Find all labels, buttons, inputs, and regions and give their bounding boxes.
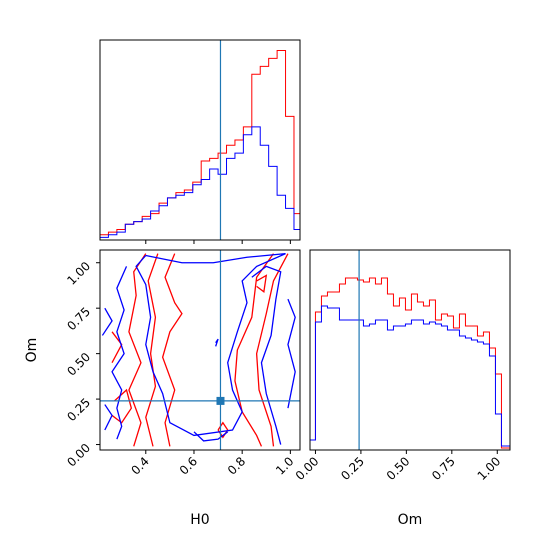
h0-x-tick-label: 0.6 [177, 454, 200, 477]
red-contour-8 [256, 274, 268, 293]
om-x-tick-label: 0.75 [429, 454, 458, 483]
red-contour-5 [111, 331, 123, 364]
blue-contour-0 [135, 252, 286, 437]
red-contour-0 [128, 253, 147, 447]
x-axis-label-h0: H0 [190, 512, 209, 528]
om-y-tick-label: 0.25 [64, 395, 93, 424]
om-x-tick-label: 1.00 [475, 454, 504, 483]
blue-contour-3 [104, 404, 113, 431]
h0-om-frame [99, 249, 301, 451]
red-contour-1 [145, 253, 159, 447]
red-contour-3 [234, 253, 275, 447]
h0-x-tick-label: 0.8 [225, 454, 248, 477]
red-contour-2 [161, 253, 183, 447]
x-axis-label-om: Om [398, 512, 423, 528]
red-contour-4 [255, 253, 289, 447]
om-marginal-frame [309, 249, 511, 451]
blue-contour-5 [287, 298, 296, 409]
om-y-tick-label: 0.75 [64, 304, 93, 333]
y-axis-label-om: Om [24, 338, 40, 363]
om-y-tick-label: 0.50 [64, 350, 93, 379]
h0-x-tick-label: 0.4 [129, 454, 152, 477]
blue-om-histogram [310, 305, 510, 450]
h0-om-contour-panel: 0.4 0.6 0.8 1.00.000.250.500.751.00 H0 Om [24, 249, 301, 528]
h0-marginal-panel [99, 39, 301, 244]
om-x-tick-label: 0.50 [384, 454, 413, 483]
om-y-tick-label: 1.00 [64, 259, 93, 288]
blue-contour-1 [111, 266, 128, 440]
blue-contour-7 [193, 431, 229, 442]
red-contour-6 [111, 388, 133, 424]
om-marginal-panel: 0.00 0.25 0.50 0.75 1.00 Om [293, 249, 511, 528]
truth-marker [216, 396, 225, 405]
h0-marginal-frame [99, 39, 301, 241]
red-h0-histogram [100, 50, 300, 240]
blue-h0-histogram [100, 126, 300, 240]
om-x-tick-label: 0.00 [293, 454, 322, 483]
om-x-tick-label: 0.25 [338, 454, 367, 483]
blue-contour-4 [251, 265, 282, 445]
red-om-histogram [310, 277, 510, 450]
red-contour-7 [217, 421, 229, 439]
blue-contour-2 [101, 307, 113, 336]
blue-contour-6 [215, 338, 219, 347]
om-y-tick-label: 0.00 [64, 441, 93, 470]
